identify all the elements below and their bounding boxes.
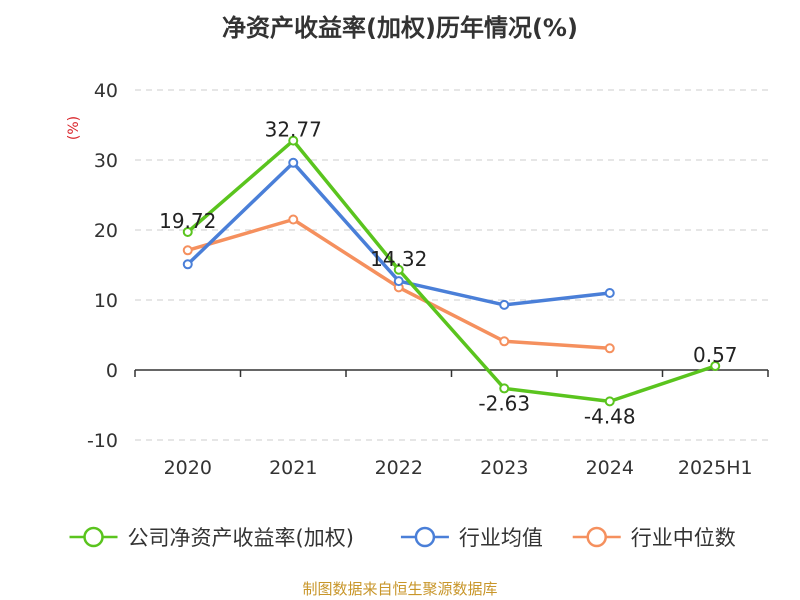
- data-point: [288, 135, 299, 146]
- data-label: -2.63: [478, 391, 530, 415]
- data-point: [182, 259, 193, 270]
- legend-marker: [586, 526, 607, 548]
- data-point: [499, 336, 510, 347]
- y-tick-label: -10: [87, 430, 118, 452]
- y-tick-label: 10: [94, 290, 118, 312]
- data-label: 19.72: [159, 209, 216, 233]
- y-tick-label: 20: [94, 220, 118, 242]
- chart-title: 净资产收益率(加权)历年情况(%): [222, 14, 578, 42]
- data-point: [604, 288, 615, 298]
- data-point: [499, 383, 510, 394]
- data-label: 14.32: [370, 247, 427, 271]
- legend: 公司净资产收益率(加权) 行业均值 行业中位数: [69, 526, 736, 550]
- x-axis: [134, 369, 769, 377]
- data-point: [393, 264, 404, 275]
- y-tick-label: 0: [106, 360, 118, 382]
- data-label: -4.48: [584, 404, 636, 428]
- data-point: [499, 299, 510, 310]
- data-point: [288, 157, 299, 168]
- source-note: 制图数据来自恒生聚源数据库: [302, 580, 497, 598]
- data-point: [604, 343, 615, 354]
- legend-label: 公司净资产收益率(加权): [128, 526, 354, 550]
- x-tick-label: 2022: [375, 457, 423, 479]
- tick-labels: -10 0 10 20 30 40 2020 2021 2022 2023 2024 2025H1: [87, 80, 753, 479]
- data-label: 32.77: [265, 118, 322, 142]
- legend-label: 行业中位数: [631, 526, 736, 550]
- legend-label: 行业均值: [459, 526, 543, 550]
- data-point: [604, 396, 615, 407]
- x-tick-label: 2024: [586, 457, 634, 479]
- x-tick-label: 2023: [480, 457, 528, 479]
- data-point: [182, 245, 193, 256]
- legend-marker: [83, 526, 104, 548]
- data-point: [182, 226, 193, 237]
- series-lines: [182, 135, 721, 407]
- y-tick-label: 30: [94, 150, 118, 172]
- data-labels: 19.72 32.77 14.32 -2.63 -4.48 0.57: [159, 118, 737, 429]
- x-tick-label: 2021: [269, 457, 317, 479]
- grid-lines: [135, 89, 768, 441]
- data-point: [393, 276, 404, 287]
- data-label: 0.57: [693, 343, 738, 367]
- y-tick-label: 40: [94, 80, 118, 102]
- x-tick-label: 2025H1: [678, 457, 753, 479]
- series-line: [186, 138, 716, 404]
- x-tick-label: 2020: [164, 457, 212, 479]
- y-axis-label: (%): [66, 116, 82, 140]
- legend-marker: [414, 526, 436, 548]
- data-point: [288, 214, 299, 225]
- data-point: [710, 361, 721, 372]
